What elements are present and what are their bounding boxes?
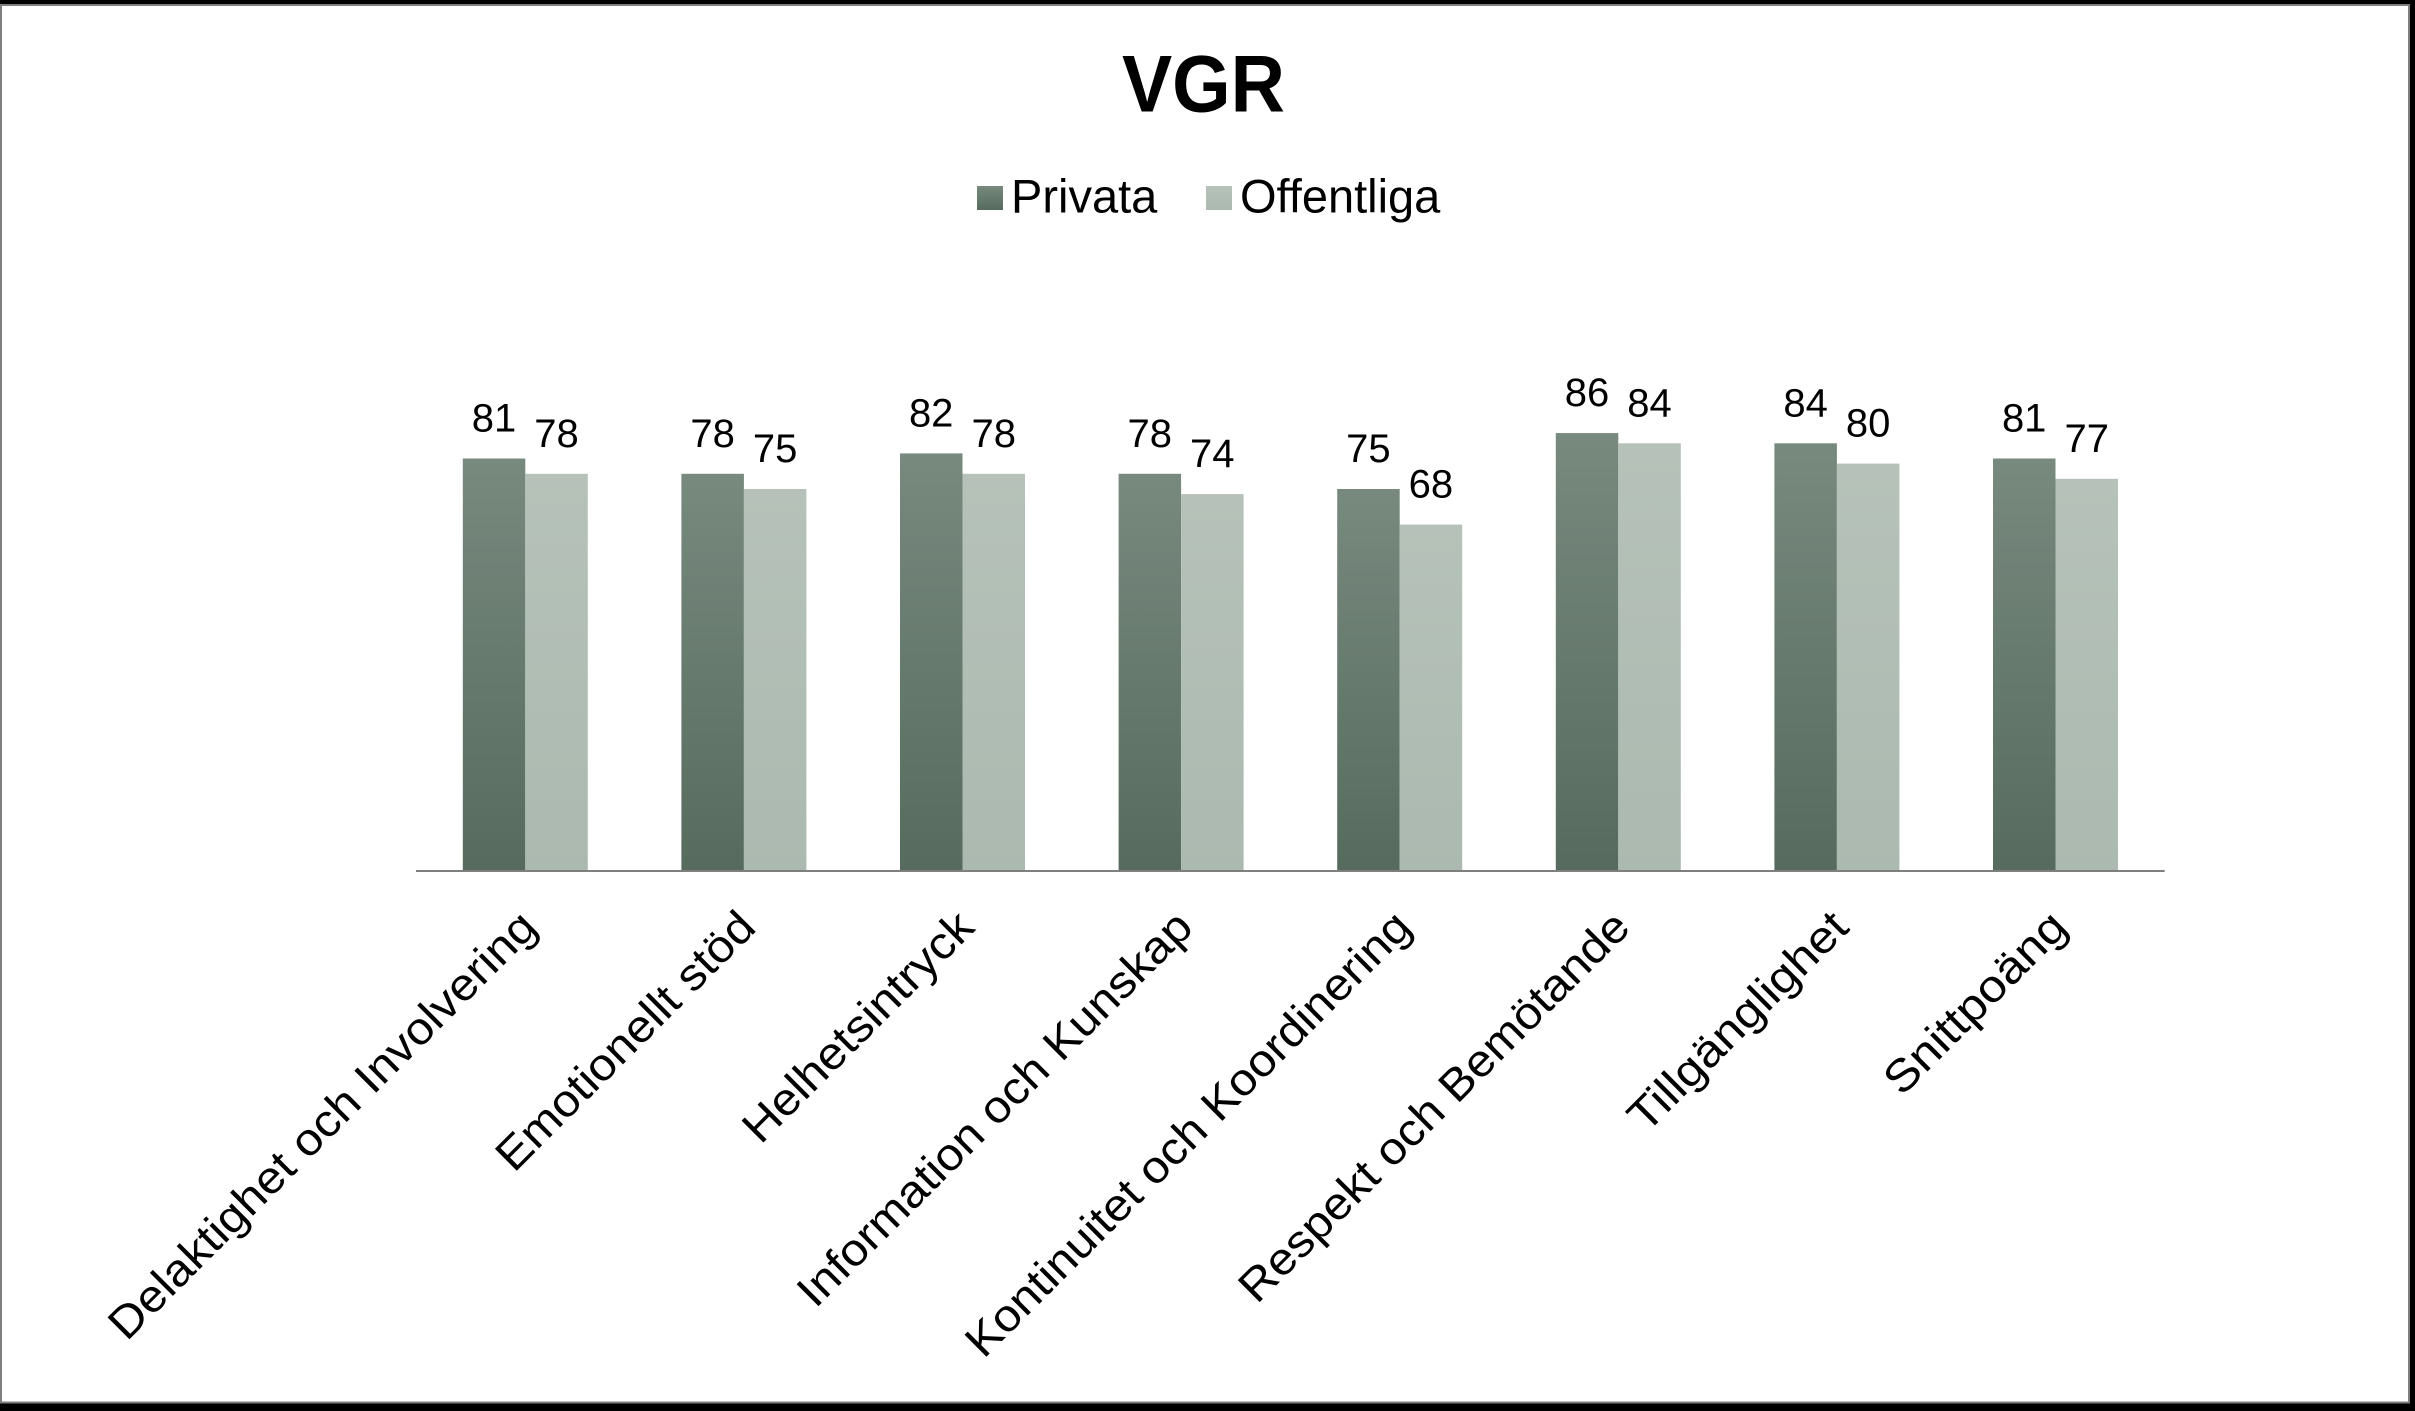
svg-text:68: 68 (1409, 463, 1454, 507)
svg-text:78: 78 (972, 412, 1017, 456)
svg-text:78: 78 (1128, 412, 1173, 456)
svg-text:80: 80 (1846, 402, 1891, 446)
svg-text:77: 77 (2065, 417, 2110, 461)
svg-text:75: 75 (753, 427, 798, 471)
svg-text:74: 74 (1190, 432, 1235, 476)
svg-text:Offentliga: Offentliga (1240, 169, 1441, 222)
svg-text:82: 82 (909, 391, 954, 435)
svg-text:75: 75 (1346, 427, 1391, 471)
svg-text:81: 81 (472, 397, 517, 441)
svg-text:78: 78 (690, 412, 735, 456)
svg-text:78: 78 (534, 412, 579, 456)
svg-text:81: 81 (2002, 397, 2047, 441)
svg-text:84: 84 (1783, 381, 1828, 425)
svg-text:84: 84 (1627, 381, 1672, 425)
svg-text:VGR: VGR (1122, 40, 1285, 130)
svg-text:Privata: Privata (1011, 169, 1158, 222)
svg-text:86: 86 (1565, 371, 1610, 415)
